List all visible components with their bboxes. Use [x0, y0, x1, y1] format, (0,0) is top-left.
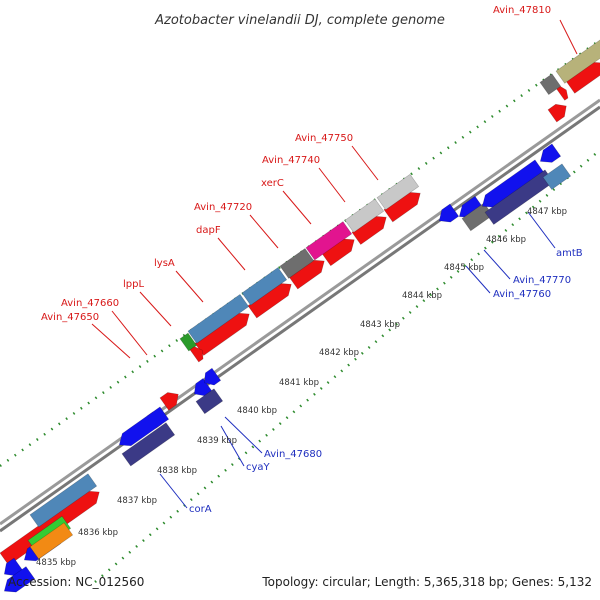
- tick-label: 4843 kbp: [360, 320, 400, 330]
- tick-label: 4836 kbp: [78, 528, 118, 538]
- cds-navy[interactable]: [121, 422, 176, 467]
- label-leader-line: [559, 19, 578, 55]
- label-leader-line: [217, 237, 246, 271]
- gene-label-cora[interactable]: corA: [189, 504, 212, 515]
- cds-blue[interactable]: [193, 378, 213, 397]
- gene-label-lysa[interactable]: lysA: [154, 258, 175, 269]
- tick-label-layer: 4835 kbp 4836 kbp 4837 kbp 4838 kbp 4839…: [36, 207, 567, 568]
- genome-summary-text: Topology: circular; Length: 5,365,318 bp…: [261, 575, 592, 589]
- cds-magenta[interactable]: [305, 221, 353, 261]
- gene-label-avin-47760[interactable]: Avin_47760: [493, 289, 551, 300]
- gene-label-avin-47680[interactable]: Avin_47680: [264, 449, 322, 460]
- label-leader-line: [318, 167, 346, 203]
- label-leader-line: [282, 190, 312, 225]
- gene-label-avin-47660[interactable]: Avin_47660: [61, 298, 119, 309]
- cds-blue[interactable]: [3, 566, 36, 593]
- gene-label-avin-47750[interactable]: Avin_47750: [295, 133, 353, 144]
- tick-label: 4847 kbp: [527, 207, 567, 217]
- tick-label: 4842 kbp: [319, 348, 359, 358]
- genome-backbone-inner: [0, 105, 600, 533]
- gene-label-cyay[interactable]: cyaY: [246, 462, 271, 473]
- cds-lightgray[interactable]: [344, 198, 385, 233]
- label-leader-line: [249, 214, 279, 249]
- cds-lightgray[interactable]: [376, 173, 420, 211]
- cds-red[interactable]: [159, 392, 179, 411]
- outer-dotted-guide: [0, 38, 600, 468]
- tick-label: 4838 kbp: [157, 466, 197, 476]
- cds-gray[interactable]: [539, 73, 562, 96]
- label-leader-line: [351, 145, 379, 181]
- label-leader-line: [527, 211, 556, 249]
- map-title: Azotobacter vinelandii DJ, complete geno…: [154, 13, 445, 28]
- label-leader-line: [159, 473, 188, 509]
- tick-label: 4846 kbp: [486, 235, 526, 245]
- tick-label: 4835 kbp: [36, 558, 76, 568]
- cds-steel[interactable]: [241, 267, 288, 306]
- cds-blue[interactable]: [3, 557, 24, 577]
- cds-navy[interactable]: [195, 388, 224, 415]
- cds-steel[interactable]: [29, 473, 98, 528]
- cds-red[interactable]: [547, 103, 567, 123]
- cds-green[interactable]: [179, 332, 198, 352]
- gene-label-amtb[interactable]: amtB: [556, 248, 583, 259]
- cds-red[interactable]: [189, 346, 204, 363]
- label-leader-line: [220, 425, 245, 467]
- cds-gray[interactable]: [279, 248, 315, 279]
- tick-label: 4840 kbp: [237, 406, 277, 416]
- leader-layer: [91, 19, 578, 509]
- tick-label: 4844 kbp: [402, 291, 442, 301]
- tick-label: 4839 kbp: [197, 436, 237, 446]
- tick-label: 4837 kbp: [117, 496, 157, 506]
- cds-steel[interactable]: [187, 293, 250, 344]
- label-leader-line: [224, 416, 263, 454]
- gene-label-avin-47720[interactable]: Avin_47720: [194, 202, 252, 213]
- gene-label-avin-47740[interactable]: Avin_47740: [262, 155, 320, 166]
- feature-layer: [0, 39, 600, 593]
- label-leader-line: [175, 270, 204, 303]
- inner-dotted-guide: [94, 149, 600, 583]
- label-leader-line: [111, 310, 148, 356]
- cds-blue[interactable]: [118, 406, 170, 447]
- reverse-gene-labels: amtB Avin_47770 Avin_47760 Avin_47680 cy…: [189, 248, 583, 515]
- cds-blue[interactable]: [203, 367, 222, 386]
- label-leader-line: [91, 323, 131, 359]
- cds-steel[interactable]: [542, 163, 572, 190]
- cds-blue[interactable]: [481, 159, 545, 208]
- gene-label-avin-47770[interactable]: Avin_47770: [513, 275, 571, 286]
- label-leader-line: [483, 249, 511, 280]
- cds-orange[interactable]: [29, 522, 74, 560]
- cds-olive[interactable]: [555, 39, 600, 84]
- gene-label-lppl[interactable]: lppL: [123, 279, 144, 290]
- gene-label-avin-47810[interactable]: Avin_47810: [493, 5, 551, 16]
- label-leader-line: [139, 291, 172, 327]
- tick-label: 4841 kbp: [279, 378, 319, 388]
- accession-text: Accession: NC_012560: [8, 575, 144, 589]
- forward-gene-labels: Avin_47810 Avin_47750 Avin_47740 xerC Av…: [41, 5, 551, 323]
- genome-backbone-outer: [0, 98, 600, 526]
- gene-label-xerc[interactable]: xerC: [261, 178, 284, 189]
- tick-label: 4845 kbp: [444, 263, 484, 273]
- label-leader-line: [465, 265, 491, 294]
- cds-blue[interactable]: [539, 143, 562, 163]
- gene-label-dapf[interactable]: dapF: [196, 225, 221, 236]
- cds-blue[interactable]: [438, 203, 460, 223]
- gene-label-avin-47650[interactable]: Avin_47650: [41, 312, 99, 323]
